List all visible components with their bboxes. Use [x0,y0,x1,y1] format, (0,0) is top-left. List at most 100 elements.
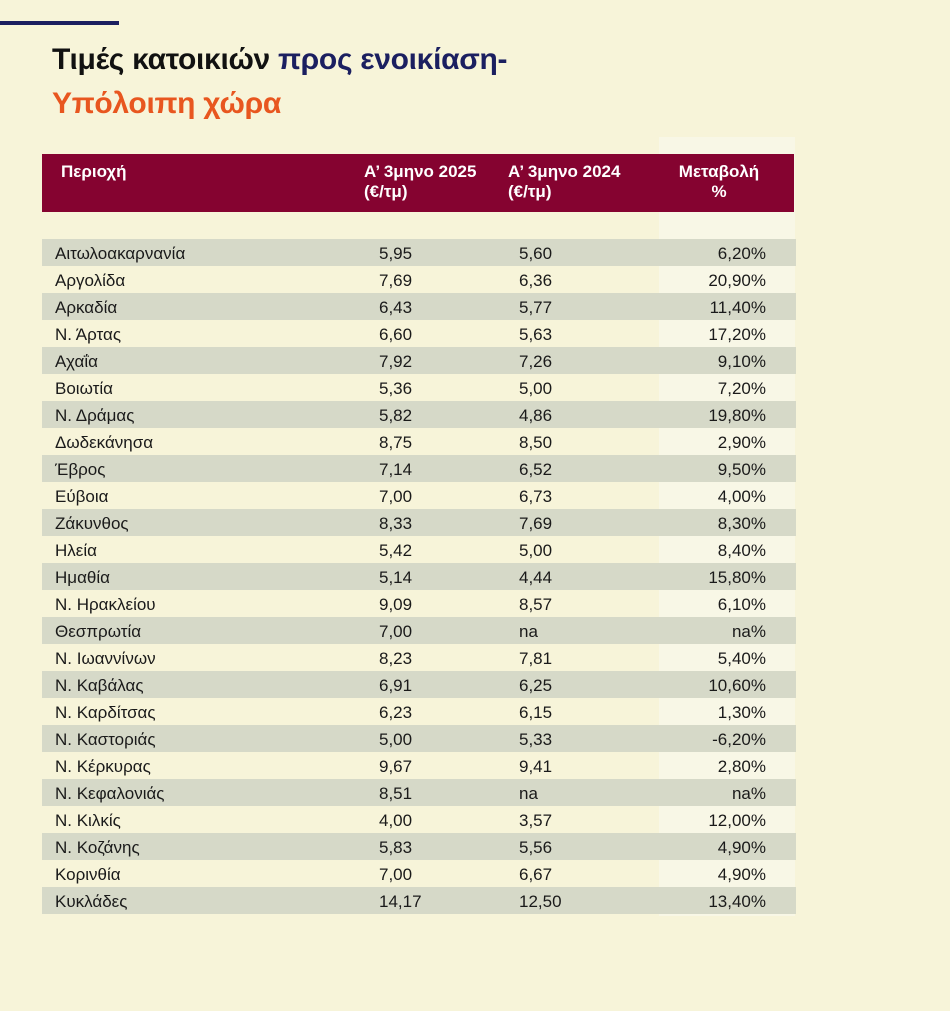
cell-change-percent: 2,90% [717,433,766,452]
cell-change-percent: 10,60% [659,671,796,698]
cell-q1-2025: 9,67 [379,757,413,776]
cell-region: Ν. Άρτας [55,325,122,344]
table-row: Ν. Κεφαλονιάς 8,51 na na% [42,779,796,806]
table-row: Αχαΐα 7,92 7,26 9,10% [42,347,796,374]
cell-change-percent: 4,90% [659,833,796,860]
cell-change-percent: 11,40% [659,293,796,320]
header-region: Περιοχή [61,162,127,181]
cell-change-percent: 20,90% [708,271,766,290]
cell-change-percent: 4,00% [717,487,766,506]
cell-q1-2025: 6,91 [379,671,519,698]
cell-q1-2024: 6,25 [519,671,659,698]
table-header: Περιοχή Α’ 3μηνο 2025 (€/τμ) Α’ 3μηνο 20… [42,154,794,212]
cell-q1-2025: 8,23 [379,649,413,668]
page-title: Τιμές κατοικιών προς ενοικίαση- Υπόλοιπη… [52,38,508,126]
cell-q1-2025: 8,75 [379,433,413,452]
cell-change-percent: 1,30% [717,703,766,722]
cell-q1-2025: 6,60 [379,325,413,344]
cell-q1-2025: 9,09 [379,595,413,614]
cell-q1-2024: 5,33 [519,725,659,752]
cell-q1-2025: 5,36 [379,379,413,398]
cell-change-percent: 17,20% [708,325,766,344]
table-row: Κυκλάδες 14,17 12,50 13,40% [42,887,796,914]
cell-q1-2025: 5,14 [379,563,519,590]
cell-region: Ν. Ηρακλείου [55,595,156,614]
cell-q1-2025: 6,23 [379,703,413,722]
cell-q1-2024: 6,36 [519,271,553,290]
cell-q1-2025: 5,00 [379,725,519,752]
table-row: Βοιωτία 5,36 5,00 7,20% [42,374,796,401]
cell-q1-2025: 14,17 [379,887,519,914]
cell-change-percent: 13,40% [659,887,796,914]
cell-q1-2024: 6,67 [519,865,553,884]
cell-q1-2025: 7,14 [379,455,519,482]
table-row: Ν. Καβάλας 6,91 6,25 10,60% [42,671,796,698]
cell-q1-2025: 6,43 [379,293,519,320]
table-row: Αρκαδία 6,43 5,77 11,40% [42,293,796,320]
header-change-percent: Μεταβολή % [678,162,760,201]
table-row: Ν. Καστοριάς 5,00 5,33 -6,20% [42,725,796,752]
cell-q1-2024: 3,57 [519,811,553,830]
cell-q1-2025: 5,95 [379,239,519,266]
cell-change-percent: 15,80% [659,563,796,590]
cell-region: Ν. Ιωαννίνων [55,649,156,668]
cell-q1-2024: 8,57 [519,595,553,614]
table-body: Αιτωλοακαρνανία 5,95 5,60 6,20% Αργολίδα 7,69… [42,239,796,914]
cell-change-percent: na% [659,617,796,644]
title-part-2: προς ενοικίαση- [277,43,508,76]
cell-change-percent: 9,50% [659,455,796,482]
cell-change-percent: na% [659,779,796,806]
cell-region: Ν. Κέρκυρας [55,757,151,776]
cell-change-percent: 12,00% [708,811,766,830]
cell-q1-2024: 5,00 [519,379,553,398]
table-row: Ημαθία 5,14 4,44 15,80% [42,563,796,590]
cell-q1-2024: 7,26 [519,347,659,374]
cell-change-percent: 4,90% [717,865,766,884]
cell-q1-2024: 7,69 [519,509,659,536]
cell-q1-2025: 5,82 [379,401,519,428]
cell-region: Δωδεκάνησα [55,433,154,452]
table-row: Ν. Άρτας 6,60 5,63 17,20% [42,320,796,347]
cell-q1-2024: na [519,779,659,806]
title-part-1: Τιμές κατοικιών [52,43,270,76]
cell-region: Βοιωτία [55,379,113,398]
table-row: Ν. Κιλκίς 4,00 3,57 12,00% [42,806,796,833]
table-row: Εύβοια 7,00 6,73 4,00% [42,482,796,509]
cell-change-percent: 8,30% [659,509,796,536]
table-row: Αιτωλοακαρνανία 5,95 5,60 6,20% [42,239,796,266]
cell-region: Εύβοια [55,487,109,506]
cell-q1-2025: 7,69 [379,271,413,290]
cell-q1-2025: 5,42 [379,541,413,560]
table-row: Ν. Καρδίτσας 6,23 6,15 1,30% [42,698,796,725]
title-part-3: Υπόλοιπη χώρα [52,87,281,120]
cell-change-percent: -6,20% [659,725,796,752]
cell-q1-2025: 7,00 [379,487,413,506]
cell-change-percent: 7,20% [717,379,766,398]
cell-change-percent: 5,40% [717,649,766,668]
table-row: Θεσπρωτία 7,00 na na% [42,617,796,644]
cell-q1-2024: 4,86 [519,401,659,428]
cell-region: Ν. Κιλκίς [55,811,121,830]
cell-q1-2025: 8,51 [379,779,519,806]
table-row: Ν. Ιωαννίνων 8,23 7,81 5,40% [42,644,796,671]
table-row: Ν. Κοζάνης 5,83 5,56 4,90% [42,833,796,860]
table-row: Ν. Δράμας 5,82 4,86 19,80% [42,401,796,428]
cell-q1-2024: 9,41 [519,757,553,776]
cell-q1-2024: 8,50 [519,433,553,452]
cell-region: Αργολίδα [55,271,126,290]
cell-q1-2025: 7,92 [379,347,519,374]
cell-q1-2025: 8,33 [379,509,519,536]
cell-region: Κορινθία [55,865,121,884]
cell-q1-2024: 5,60 [519,239,659,266]
cell-q1-2024: 6,73 [519,487,553,506]
table-row: Ν. Κέρκυρας 9,67 9,41 2,80% [42,752,796,779]
table-row: Ν. Ηρακλείου 9,09 8,57 6,10% [42,590,796,617]
cell-change-percent: 2,80% [717,757,766,776]
cell-q1-2024: na [519,617,659,644]
cell-region: Ηλεία [55,541,97,560]
top-accent-rule [0,21,119,25]
cell-q1-2024: 5,56 [519,833,659,860]
cell-q1-2025: 4,00 [379,811,413,830]
cell-q1-2024: 6,52 [519,455,659,482]
cell-change-percent: 6,10% [717,595,766,614]
